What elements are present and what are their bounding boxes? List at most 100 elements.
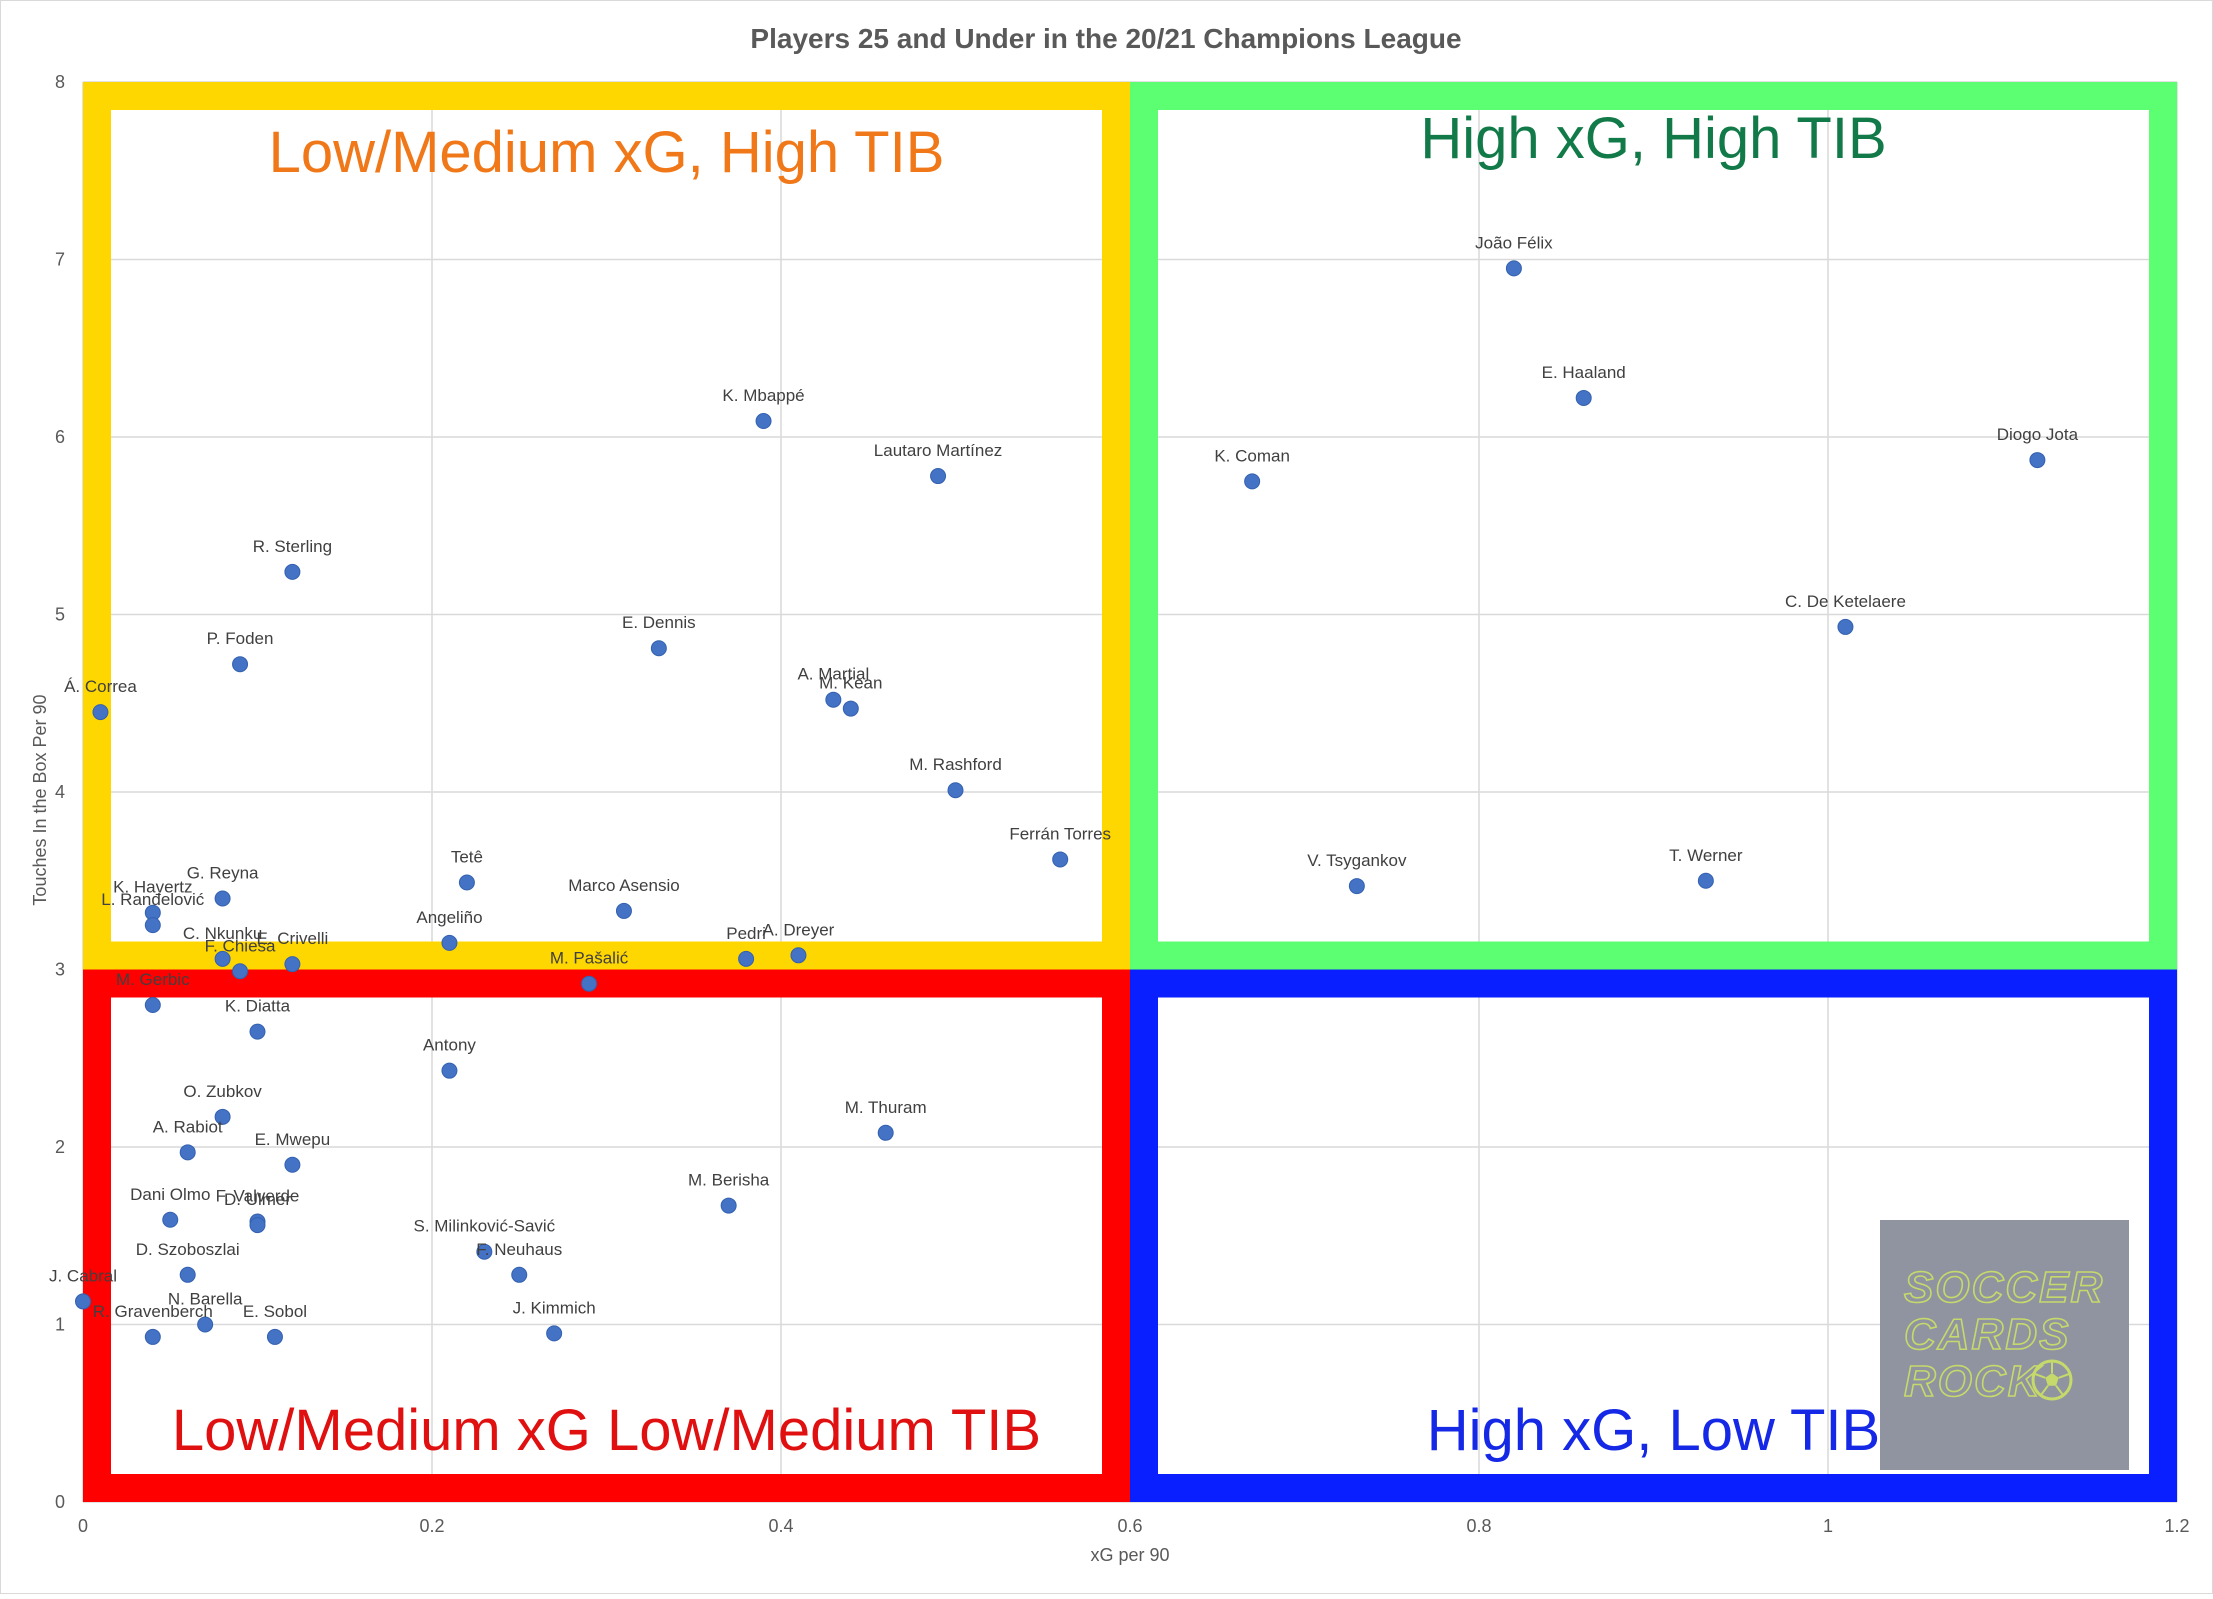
data-label-dani-olmo: Dani Olmo xyxy=(130,1185,210,1204)
quadrant-label-high-xg-low-tib: High xG, Low TIB xyxy=(1427,1398,1880,1463)
data-label-d-szoboszlai: D. Szoboszlai xyxy=(136,1240,240,1259)
data-label-angelino: Angeliño xyxy=(416,908,482,927)
data-label-c-nkunku: C. Nkunku xyxy=(183,924,262,943)
data-label-e-dennis: E. Dennis xyxy=(622,613,696,632)
data-point-m-rashford xyxy=(947,782,964,799)
data-label-s-milinkovic-savic: S. Milinković-Savić xyxy=(413,1217,555,1236)
data-point-a-correa xyxy=(92,704,109,721)
data-label-n-barella: N. Barella xyxy=(168,1290,243,1309)
data-point-d-ulmer xyxy=(249,1217,266,1234)
data-label-r-sterling: R. Sterling xyxy=(253,537,332,556)
quadrant-frame-high-xg-high-tib xyxy=(1130,82,2177,970)
data-labels: João Félix E. Haaland Diogo Jota K. Coman C.… xyxy=(49,233,2079,1321)
quadrant-frame-low-medium-xg-high-tib xyxy=(83,82,1130,970)
data-point-e-dennis xyxy=(650,640,667,657)
data-point-t-werner xyxy=(1697,872,1714,889)
data-point-a-dreyer xyxy=(790,947,807,964)
data-point-s-milinkovic-savic xyxy=(476,1243,493,1260)
data-point-ferran-torres xyxy=(1052,851,1069,868)
data-point-o-zubkov xyxy=(214,1108,231,1125)
data-label-m-pasalic: M. Pašalić xyxy=(550,949,629,968)
axis-ticks: 0 0.2 0.4 0.6 0.8 1 1.2 0 1 2 3 4 5 6 7 8 xyxy=(55,72,2190,1536)
watermark-line-1: SOCCER xyxy=(1904,1263,2104,1312)
x-tick-label: 1.2 xyxy=(2164,1516,2189,1536)
data-label-m-berisha: M. Berisha xyxy=(688,1171,770,1190)
data-label-m-kean: M. Kean xyxy=(819,674,882,693)
quadrant-label-low-medium-xg-low-medium-tib: Low/Medium xG Low/Medium TIB xyxy=(172,1398,1041,1463)
data-point-e-mwepu xyxy=(284,1156,301,1173)
data-label-a-rabiot: A. Rabiot xyxy=(153,1117,223,1136)
quadrant-frames: Low/Medium xG, High TIB High xG, High TIB… xyxy=(83,82,2177,1502)
y-tick-label: 6 xyxy=(55,427,65,447)
data-point-p-foden xyxy=(232,656,249,673)
data-point-k-diatta xyxy=(249,1023,266,1040)
data-point-a-martial xyxy=(825,691,842,708)
data-point-v-tsygankov xyxy=(1348,878,1365,895)
quadrant-label-high-xg-high-tib: High xG, High TIB xyxy=(1420,106,1886,171)
data-point-marco-asensio xyxy=(615,902,632,919)
data-point-d-szoboszlai xyxy=(179,1266,196,1283)
data-label-e-crivelli: E. Crivelli xyxy=(257,929,329,948)
data-point-m-kean xyxy=(842,700,859,717)
data-point-diogo-jota xyxy=(2029,452,2046,469)
data-label-k-coman: K. Coman xyxy=(1214,446,1290,465)
y-tick-label: 7 xyxy=(55,250,65,270)
data-label-a-dreyer: A. Dreyer xyxy=(763,920,835,939)
x-tick-label: 0.6 xyxy=(1117,1516,1142,1536)
x-tick-label: 1 xyxy=(1823,1516,1833,1536)
x-tick-label: 0 xyxy=(78,1516,88,1536)
data-label-f-neuhaus: F. Neuhaus xyxy=(476,1240,562,1259)
data-label-marco-asensio: Marco Asensio xyxy=(568,876,680,895)
data-label-o-zubkov: O. Zubkov xyxy=(183,1082,262,1101)
x-tick-label: 0.8 xyxy=(1466,1516,1491,1536)
data-label-f-valverde: F. Valverde xyxy=(216,1187,300,1206)
data-point-g-reyna xyxy=(214,890,231,907)
data-label-g-reyna: G. Reyna xyxy=(187,864,259,883)
x-tick-label: 0.2 xyxy=(419,1516,444,1536)
data-label-j-kimmich: J. Kimmich xyxy=(513,1298,596,1317)
data-label-f-chiesa: F. Chiesa xyxy=(205,936,276,955)
data-label-diogo-jota: Diogo Jota xyxy=(1997,425,2079,444)
data-point-lautaro-martinez xyxy=(930,468,947,485)
data-label-t-werner: T. Werner xyxy=(1669,846,1743,865)
data-label-ferran-torres: Ferrán Torres xyxy=(1009,824,1111,843)
data-label-m-thuram: M. Thuram xyxy=(845,1098,927,1117)
soccer-ball-icon xyxy=(2031,1359,2073,1401)
data-label-l-ran-elovic: L. Ranđelović xyxy=(101,890,205,909)
data-label-k-mbappe: K. Mbappé xyxy=(722,386,804,405)
y-tick-label: 8 xyxy=(55,72,65,92)
data-label-e-haaland: E. Haaland xyxy=(1542,363,1626,382)
quadrant-label-low-medium-xg-high-tib: Low/Medium xG, High TIB xyxy=(269,120,945,185)
data-label-pedri: Pedri xyxy=(726,924,766,943)
x-axis-label: xG per 90 xyxy=(1090,1545,1169,1565)
data-label-e-mwepu: E. Mwepu xyxy=(255,1130,331,1149)
data-point-f-neuhaus xyxy=(511,1266,528,1283)
y-tick-label: 2 xyxy=(55,1137,65,1157)
data-label-k-havertz: K. Havertz xyxy=(113,878,192,897)
data-label-antony: Antony xyxy=(423,1036,476,1055)
data-point-c-nkunku xyxy=(214,950,231,967)
data-label-r-gravenberch: R. Gravenberch xyxy=(93,1302,213,1321)
data-label-p-foden: P. Foden xyxy=(207,629,274,648)
data-label-m-rashford: M. Rashford xyxy=(909,755,1002,774)
data-point-k-coman xyxy=(1244,473,1261,490)
data-point-m-pasalic xyxy=(581,975,598,992)
data-point-antony xyxy=(441,1062,458,1079)
y-tick-label: 5 xyxy=(55,605,65,625)
y-axis-label: Touches In the Box Per 90 xyxy=(30,694,50,905)
y-tick-label: 0 xyxy=(55,1492,65,1512)
data-point-m-gerbic xyxy=(144,997,161,1013)
data-point-l-ran-elovic xyxy=(144,917,161,934)
data-point-angelino xyxy=(441,934,458,951)
data-label-tete: Tetê xyxy=(451,848,483,867)
x-tick-label: 0.4 xyxy=(768,1516,793,1536)
data-point-j-kimmich xyxy=(546,1325,563,1342)
data-label-joao-felix: João Félix xyxy=(1475,233,1553,252)
data-label-v-tsygankov: V. Tsygankov xyxy=(1307,851,1407,870)
data-label-lautaro-martinez: Lautaro Martínez xyxy=(874,441,1003,460)
chart-title: Players 25 and Under in the 20/21 Champi… xyxy=(750,23,1461,54)
data-point-tete xyxy=(458,874,475,891)
data-label-k-diatta: K. Diatta xyxy=(225,997,291,1016)
